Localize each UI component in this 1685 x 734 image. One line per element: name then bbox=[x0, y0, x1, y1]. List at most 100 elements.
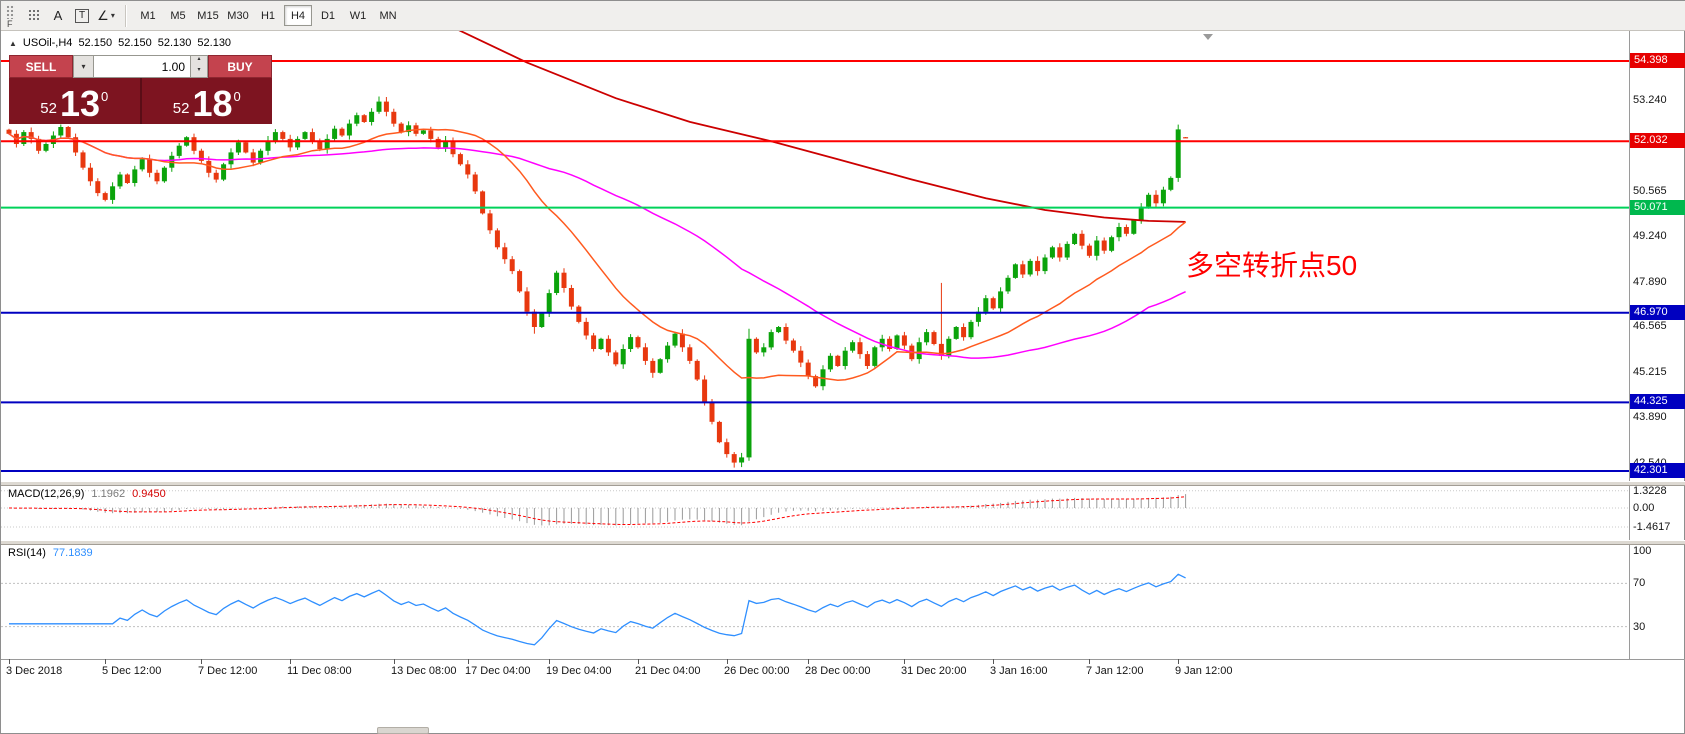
volume-input[interactable] bbox=[94, 55, 191, 78]
time-axis-label: 21 Dec 04:00 bbox=[635, 665, 701, 677]
time-axis-tick bbox=[808, 659, 809, 664]
text-label-icon: A bbox=[53, 8, 63, 23]
toolbar: F A T ∠ ▾ M1 M5 M15 M30 H1 H4 D1 W1 MN bbox=[1, 1, 1685, 31]
macd-axis-label: 0.00 bbox=[1633, 502, 1655, 514]
buy-price-sup: 0 bbox=[233, 89, 241, 104]
sell-price-prefix: 52 bbox=[40, 100, 57, 117]
price-line-badge: 42.301 bbox=[1630, 462, 1685, 478]
timeframe-button-d1[interactable]: D1 bbox=[320, 9, 336, 22]
timeframe-button-m15[interactable]: M15 bbox=[197, 9, 219, 22]
ohlc-open: 52.150 bbox=[78, 37, 113, 49]
buy-button[interactable]: BUY bbox=[208, 55, 272, 78]
time-axis-tick bbox=[201, 659, 202, 664]
macd-indicator-canvas[interactable] bbox=[1, 486, 1629, 540]
time-axis-label: 17 Dec 04:00 bbox=[465, 665, 531, 677]
rsi-axis-label: 100 bbox=[1633, 545, 1652, 557]
sell-price-display: 52 13 0 bbox=[9, 78, 140, 124]
macd-label: MACD(12,26,9) bbox=[8, 488, 85, 500]
sell-price-big: 13 bbox=[59, 82, 100, 124]
chart-header: ▲ USOil-,H4 52.150 52.150 52.130 52.130 bbox=[9, 37, 231, 49]
time-axis-label: 31 Dec 20:00 bbox=[901, 665, 967, 677]
time-axis-label: 3 Jan 16:00 bbox=[990, 665, 1048, 677]
price-line-badge: 50.071 bbox=[1630, 199, 1685, 215]
grip-dots-icon bbox=[6, 4, 15, 19]
time-axis-tick bbox=[727, 659, 728, 664]
time-axis-tick bbox=[638, 659, 639, 664]
ohlc-high: 52.150 bbox=[118, 37, 152, 49]
timeframe-button-h4[interactable]: H4 bbox=[284, 5, 312, 26]
one-click-panel-toggle-icon[interactable]: ▲ bbox=[9, 38, 17, 48]
one-click-trading-panel: SELL ▾ ▴ ▾ BUY 52 13 0 52 18 0 bbox=[9, 55, 272, 124]
time-axis-label: 3 Dec 2018 bbox=[6, 665, 63, 677]
symbol-period-label: USOil-,H4 bbox=[22, 37, 73, 49]
dropdown-arrow-icon[interactable]: ▾ bbox=[110, 11, 115, 20]
text-frame-tool-button[interactable]: T bbox=[70, 5, 94, 27]
sell-price-sup: 0 bbox=[101, 89, 109, 104]
volume-increase-button[interactable]: ▴ bbox=[197, 56, 201, 62]
sell-button[interactable]: SELL bbox=[9, 55, 73, 78]
macd-axis-label: -1.4617 bbox=[1633, 521, 1671, 533]
price-axis-label: 47.890 bbox=[1633, 275, 1667, 288]
price-axis-label: 53.240 bbox=[1633, 94, 1667, 107]
price-axis-label: 43.890 bbox=[1633, 411, 1667, 424]
macd-axis-label: 1.3228 bbox=[1633, 484, 1667, 497]
toolbar-grip[interactable]: F bbox=[4, 3, 20, 29]
macd-title-row: MACD(12,26,9) 1.1962 0.9450 bbox=[8, 488, 166, 500]
time-axis-label: 11 Dec 08:00 bbox=[287, 665, 352, 677]
chinese-annotation: 多空转折点50 bbox=[1186, 250, 1358, 281]
buy-price-display: 52 18 0 bbox=[142, 78, 273, 124]
price-axis-label: 45.215 bbox=[1633, 366, 1667, 379]
volume-decrease-button[interactable]: ▾ bbox=[197, 66, 201, 73]
timeframe-button-m30[interactable]: M30 bbox=[227, 9, 249, 22]
timeframe-button-h1[interactable]: H1 bbox=[260, 9, 276, 22]
toolbar-grip-label: F bbox=[7, 18, 13, 29]
price-line-badge: 46.970 bbox=[1630, 304, 1685, 320]
rsi-title-row: RSI(14) 77.1839 bbox=[8, 547, 93, 559]
shapes-icon: ∠ bbox=[97, 7, 109, 23]
time-axis-label: 28 Dec 00:00 bbox=[805, 665, 871, 677]
price-line-badge: 44.325 bbox=[1630, 394, 1685, 410]
rsi-panel-splitter[interactable] bbox=[1, 540, 1685, 545]
time-axis-tick bbox=[993, 659, 994, 664]
rsi-axis-label: 30 bbox=[1633, 620, 1646, 633]
ohlc-close: 52.130 bbox=[197, 37, 232, 49]
rsi-indicator-canvas[interactable] bbox=[1, 545, 1629, 659]
timeframe-button-m1[interactable]: M1 bbox=[140, 9, 156, 22]
h-scrollbar-thumb[interactable] bbox=[377, 727, 429, 734]
time-axis-tick bbox=[1178, 659, 1179, 664]
rsi-value: 77.1839 bbox=[52, 547, 93, 559]
buy-price-prefix: 52 bbox=[172, 100, 190, 117]
macd-main-value: 1.1962 bbox=[91, 488, 126, 500]
time-axis-label: 9 Jan 12:00 bbox=[1175, 665, 1233, 677]
toolbar-separator bbox=[125, 4, 126, 27]
timeframe-button-mn[interactable]: MN bbox=[379, 9, 397, 22]
price-axis-label: 50.565 bbox=[1633, 184, 1667, 197]
price-divider bbox=[139, 78, 142, 124]
timeframe-button-w1[interactable]: W1 bbox=[349, 9, 367, 22]
time-axis-tick bbox=[549, 659, 550, 664]
volume-dropdown-button[interactable]: ▾ bbox=[73, 55, 94, 78]
chart-shift-marker[interactable] bbox=[1203, 34, 1213, 40]
text-frame-icon: T bbox=[74, 8, 90, 23]
rsi-axis-label: 70 bbox=[1633, 577, 1646, 590]
time-axis-border bbox=[1, 659, 1685, 660]
shapes-tool-button[interactable]: ∠ ▾ bbox=[94, 5, 118, 27]
time-axis-label: 7 Jan 12:00 bbox=[1086, 665, 1144, 677]
time-axis-label: 5 Dec 12:00 bbox=[102, 665, 162, 677]
snap-grid-tool-button[interactable] bbox=[22, 5, 46, 27]
price-line-badge: 52.032 bbox=[1630, 133, 1685, 149]
timeframe-buttons-group: M1 M5 M15 M30 H1 H4 D1 W1 MN bbox=[133, 5, 403, 26]
main-chart-canvas[interactable] bbox=[1, 31, 1629, 481]
time-axis-tick bbox=[904, 659, 905, 664]
timeframe-button-m5[interactable]: M5 bbox=[170, 9, 186, 22]
chevron-down-icon: ▾ bbox=[81, 62, 86, 71]
time-axis-tick bbox=[105, 659, 106, 664]
macd-panel-splitter[interactable] bbox=[1, 481, 1685, 486]
price-axis-label: 46.565 bbox=[1633, 320, 1667, 333]
buy-price-big: 18 bbox=[192, 82, 233, 124]
price-axis-border bbox=[1629, 31, 1630, 659]
snap-grid-icon bbox=[27, 9, 41, 22]
text-label-tool-button[interactable]: A bbox=[46, 5, 70, 27]
time-axis-label: 26 Dec 00:00 bbox=[724, 665, 790, 677]
